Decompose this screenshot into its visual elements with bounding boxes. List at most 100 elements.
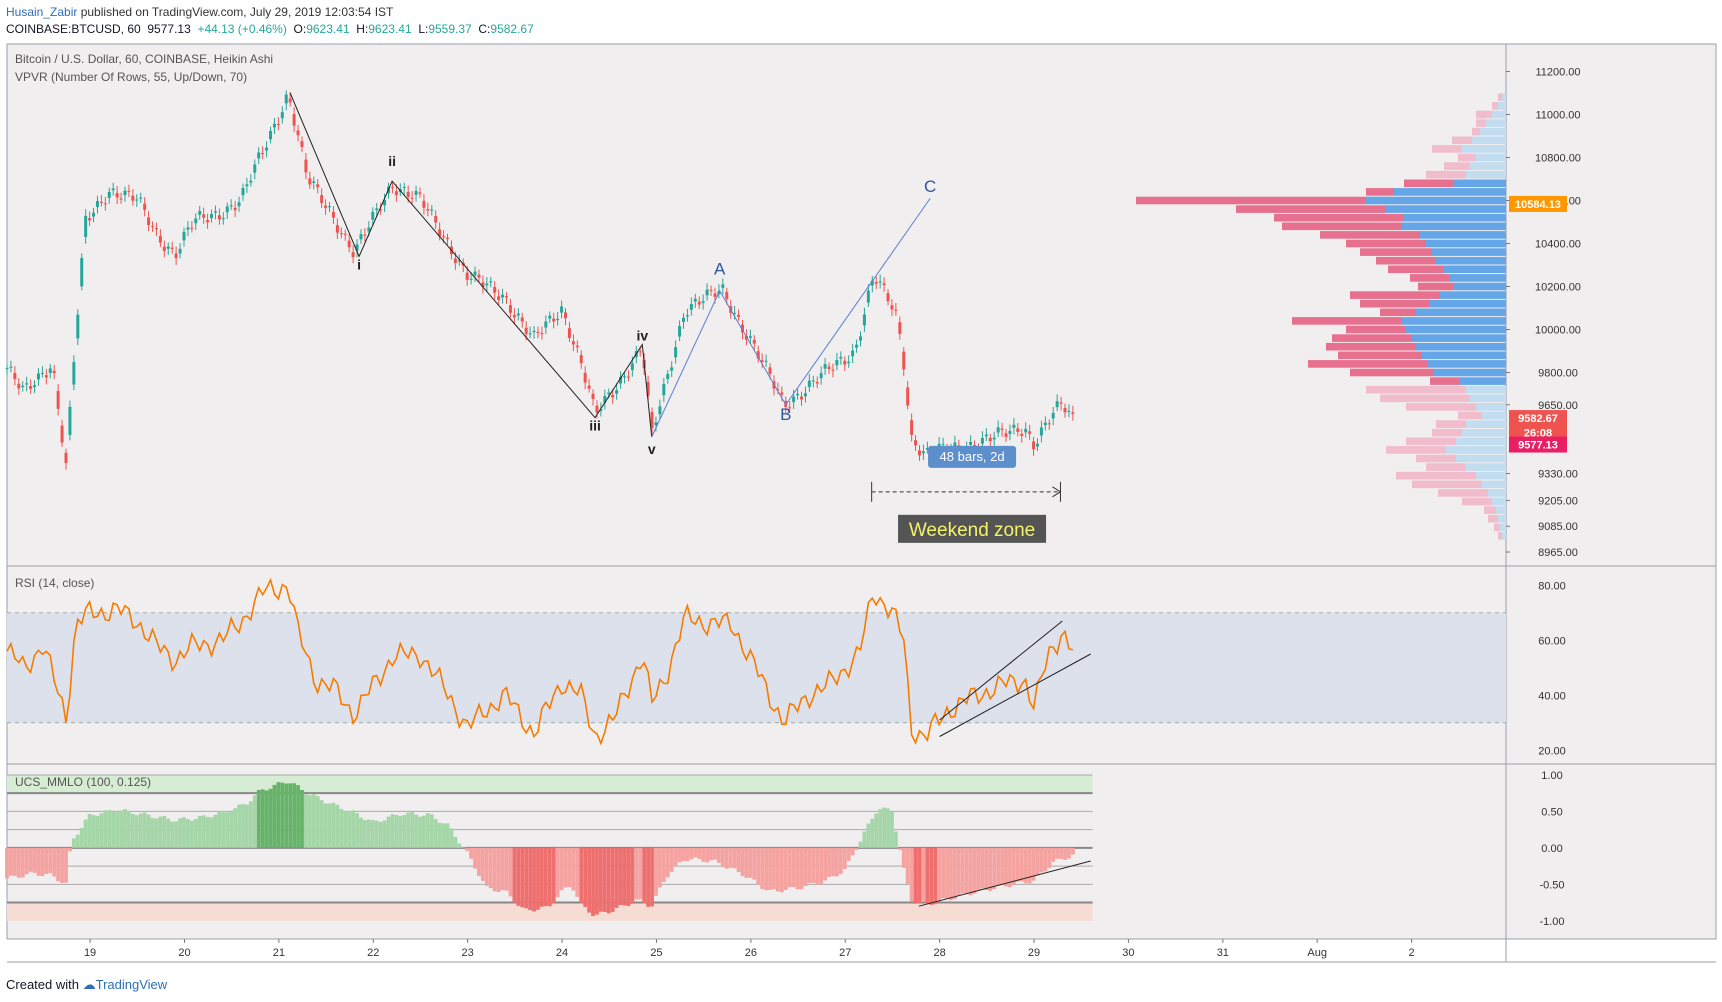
tradingview-link[interactable]: TradingView	[95, 977, 168, 992]
main-title: Bitcoin / U.S. Dollar, 60, COINBASE, Hei…	[15, 52, 273, 66]
price-tick-label: 9205.00	[1538, 495, 1578, 507]
mmlo-bar	[158, 816, 163, 848]
candle-body	[198, 211, 202, 215]
candle-body	[619, 376, 623, 384]
mmlo-bar	[728, 847, 733, 868]
mmlo-bar	[563, 847, 568, 888]
mmlo-bar	[760, 847, 765, 889]
candle-body	[996, 427, 1000, 433]
mmlo-bar	[272, 784, 277, 848]
mmlo-bar	[634, 847, 639, 900]
price-tick-label: 9330.00	[1538, 469, 1578, 481]
candle-body	[182, 231, 186, 241]
rsi-tick-label: 40.00	[1538, 690, 1566, 702]
vp-down-bar	[1436, 420, 1466, 428]
candle-body	[170, 247, 174, 249]
candle-body	[709, 289, 713, 291]
candle-body	[44, 375, 48, 378]
candle-body	[811, 380, 815, 382]
candle-body	[638, 351, 642, 353]
mmlo-bar	[705, 847, 709, 863]
candle-body	[17, 383, 21, 389]
candle-body	[902, 351, 906, 370]
mmlo-bar	[960, 847, 965, 894]
candle-body	[225, 206, 229, 213]
mmlo-trendline	[918, 860, 1091, 907]
mmlo-bar	[154, 818, 159, 848]
mmlo-bar	[654, 847, 658, 896]
mmlo-bar	[803, 847, 808, 887]
mmlo-bar	[500, 847, 505, 891]
mmlo-bar	[134, 815, 139, 848]
candle-body	[516, 313, 520, 316]
vp-down-bar	[1380, 308, 1416, 317]
candle-body	[1020, 433, 1024, 436]
candle-body	[497, 296, 501, 300]
vp-down-bar	[1406, 437, 1456, 446]
candle-body	[143, 203, 147, 210]
candle-body	[154, 228, 158, 230]
candle-body	[115, 192, 119, 198]
vp-up-bar	[1426, 239, 1506, 248]
mmlo-bar	[540, 847, 544, 907]
mmlo-bar	[791, 847, 796, 888]
mmlo-bar	[673, 847, 678, 866]
vp-up-bar	[1470, 394, 1506, 403]
mmlo-bar	[75, 834, 80, 848]
mmlo-bar	[60, 847, 64, 883]
mmlo-bar	[945, 847, 949, 899]
candle-body	[48, 368, 52, 373]
mmlo-bar	[1027, 847, 1032, 884]
vp-up-bar	[1402, 222, 1506, 231]
wave-label: A	[714, 260, 726, 279]
candle-body	[599, 409, 603, 411]
mmlo-bar	[280, 782, 285, 848]
high-value: 9623.41	[368, 22, 412, 36]
mmlo-bar	[374, 820, 379, 848]
mmlo-tick-label: 0.00	[1541, 843, 1562, 855]
publish-info: Husain_Zabir published on TradingView.co…	[6, 4, 393, 20]
mmlo-bar	[524, 847, 529, 909]
candle-body	[477, 274, 481, 278]
mmlo-bar	[378, 821, 383, 848]
mmlo-bar	[300, 789, 304, 848]
symbol-label: COINBASE:BTCUSD, 60	[6, 22, 141, 36]
candle-body	[662, 384, 666, 396]
candle-body	[591, 393, 595, 399]
candle-body	[103, 203, 107, 205]
mmlo-bar	[252, 795, 257, 848]
candle-body	[748, 336, 752, 338]
price-tick-label: 10000.00	[1535, 325, 1581, 337]
vp-up-bar	[1432, 248, 1506, 256]
candle-body	[536, 331, 540, 333]
candle-body	[383, 199, 387, 206]
candle-body	[1043, 422, 1047, 426]
vp-down-bar	[1376, 256, 1436, 265]
mmlo-bar	[40, 847, 45, 877]
mmlo-bar	[697, 847, 702, 859]
time-tick-label: 19	[84, 947, 96, 959]
author-link[interactable]: Husain_Zabir	[6, 5, 78, 19]
candle-body	[882, 283, 886, 286]
mmlo-bar	[846, 847, 851, 861]
candle-body	[84, 215, 88, 237]
mmlo-bar	[543, 847, 548, 907]
vp-down-bar	[1412, 480, 1482, 489]
mmlo-bar	[142, 812, 147, 848]
candle-body	[768, 367, 772, 374]
candle-body	[556, 318, 560, 321]
vp-down-bar	[1418, 282, 1454, 291]
mmlo-bar	[347, 810, 352, 848]
mmlo-bar	[713, 847, 717, 860]
candle-body	[485, 283, 489, 286]
candle-body	[158, 235, 162, 243]
candle-body	[858, 336, 862, 341]
wave-label: i	[357, 256, 361, 272]
mmlo-bar	[402, 815, 407, 848]
candle-body	[898, 322, 902, 334]
candle-body	[1071, 412, 1075, 414]
mmlo-bar	[720, 847, 725, 868]
mmlo-bar	[1023, 847, 1028, 884]
vp-down-bar	[1338, 351, 1422, 360]
